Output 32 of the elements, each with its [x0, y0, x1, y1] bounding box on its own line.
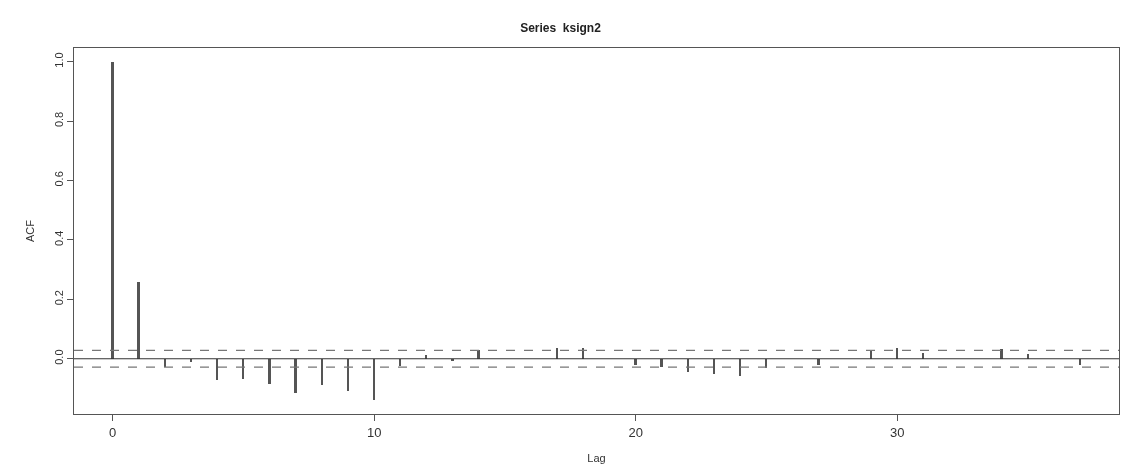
- bar: [111, 62, 114, 359]
- bar: [242, 359, 244, 379]
- y-axis-title: ACF: [24, 219, 37, 242]
- bar: [896, 348, 898, 359]
- bar: [660, 359, 663, 367]
- y-tick-label: 0.4: [52, 230, 65, 246]
- bar: [190, 359, 192, 362]
- bar: [1079, 359, 1081, 365]
- bar: [713, 359, 715, 374]
- y-tick-label: 0.6: [52, 171, 65, 187]
- bar: [399, 359, 401, 366]
- bar: [634, 359, 637, 365]
- y-tick-label: 1.0: [52, 52, 65, 68]
- x-tick-label: 20: [628, 424, 643, 440]
- bar: [739, 359, 741, 376]
- bar: [347, 359, 349, 391]
- x-axis-title: Lag: [587, 451, 606, 464]
- bar: [137, 282, 140, 359]
- bar: [321, 359, 323, 385]
- y-tick-label: 0.0: [52, 349, 65, 365]
- bar: [294, 359, 297, 393]
- bar: [268, 359, 271, 384]
- bar: [373, 359, 375, 400]
- bar: [216, 359, 218, 380]
- x-tick-label: 0: [109, 424, 117, 440]
- bar: [817, 359, 820, 365]
- y-tick-label: 0.2: [52, 290, 65, 306]
- chart-title: Series ksign2: [520, 21, 602, 36]
- bar: [556, 348, 558, 359]
- x-tick-label: 30: [890, 424, 905, 440]
- x-tick-label: 10: [366, 424, 382, 440]
- y-tick-label: 0.8: [52, 111, 65, 128]
